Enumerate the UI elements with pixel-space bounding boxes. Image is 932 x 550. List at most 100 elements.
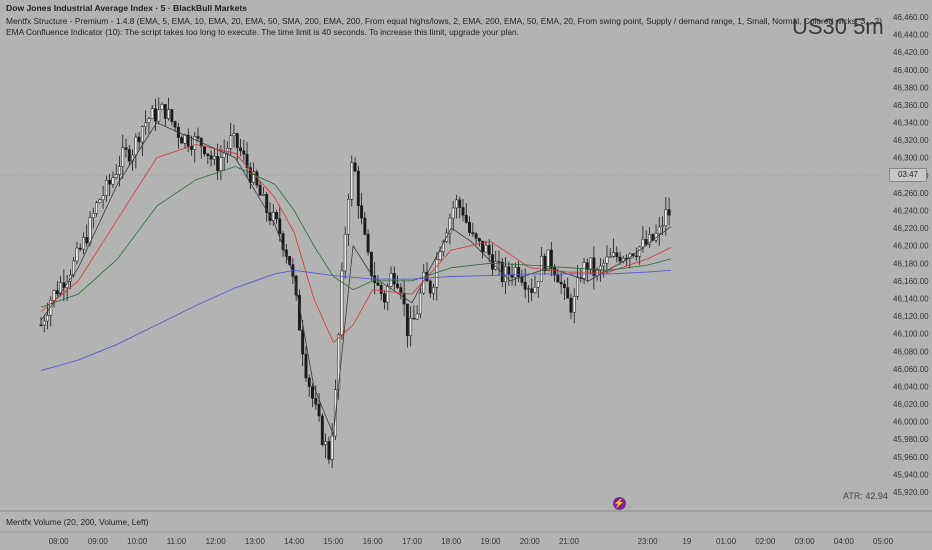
current-price-badge: 03:47: [889, 168, 927, 182]
candle-body: [167, 109, 171, 119]
x-tick-label: 01:00: [716, 537, 737, 546]
candle-body: [55, 290, 59, 295]
candle-body: [75, 247, 79, 262]
time-axis[interactable]: 08:00 09:00 10:00 11:00 12:00 13:00 14:00 15:00…: [49, 537, 894, 546]
y-tick-label: 45,960.00: [893, 453, 929, 462]
candle-body: [589, 257, 593, 270]
candle-body: [239, 147, 242, 152]
candle-body: [428, 280, 432, 294]
y-tick-label: 46,300.00: [893, 154, 929, 163]
candle-body: [219, 157, 223, 171]
candle-body: [170, 109, 174, 122]
candle-body: [474, 233, 478, 239]
candle-body: [356, 170, 360, 206]
candle-body: [124, 147, 128, 150]
ma-line-2: [40, 144, 672, 343]
candle-body: [641, 239, 645, 248]
candle-body: [183, 134, 187, 144]
candle-body: [536, 281, 540, 288]
x-tick-label: 02:00: [755, 537, 776, 546]
candle-body: [278, 218, 282, 234]
candle-body: [419, 292, 422, 315]
candle-body: [451, 207, 455, 219]
candle-body: [154, 108, 157, 122]
candle-body: [311, 386, 314, 399]
candle-body: [435, 259, 439, 288]
candle-body: [569, 297, 573, 313]
y-tick-label: 45,980.00: [893, 435, 929, 444]
y-tick-label: 46,440.00: [893, 31, 929, 40]
moving-averages: [40, 122, 672, 436]
candle-body: [301, 329, 305, 355]
candle-body: [261, 194, 265, 196]
x-tick-label: 13:00: [245, 537, 266, 546]
y-tick-label: 46,400.00: [893, 66, 929, 75]
candle-body: [104, 179, 108, 196]
candle-body: [526, 288, 530, 290]
candle-body: [186, 134, 190, 147]
candle-body: [582, 262, 586, 279]
candle-body: [399, 287, 403, 294]
candle-body: [353, 162, 357, 172]
candle-body: [78, 247, 82, 250]
candle-body: [88, 217, 92, 244]
candle-body: [134, 136, 138, 156]
candle-body: [118, 166, 121, 175]
candle-body: [664, 209, 668, 226]
candle-body: [320, 415, 324, 445]
candle-body: [615, 252, 619, 258]
candle-body: [304, 353, 308, 379]
candle-body: [602, 262, 606, 267]
candle-body: [634, 255, 638, 257]
candle-body: [324, 441, 328, 445]
candle-body: [432, 287, 436, 294]
x-tick-label: 10:00: [127, 537, 148, 546]
ma-line-3: [40, 166, 672, 308]
candle-body: [386, 285, 390, 303]
indicator-legend-structure[interactable]: Mentfx Structure - Premium - 1.4.8 (EMA,…: [6, 16, 882, 26]
candle-body: [157, 109, 161, 122]
candle-body: [225, 148, 229, 154]
y-tick-label: 46,100.00: [893, 330, 929, 339]
x-tick-label: 08:00: [49, 537, 70, 546]
candle-body: [523, 281, 527, 290]
candle-body: [144, 122, 148, 127]
candle-body: [363, 217, 367, 235]
y-tick-label: 45,920.00: [893, 488, 929, 497]
candle-body: [438, 251, 442, 260]
candle-body: [95, 202, 99, 214]
candle-body: [180, 137, 184, 144]
candle-body: [232, 133, 236, 136]
price-axis[interactable]: 46,460.00 46,440.00 46,420.00 46,400.00 46,3…: [893, 13, 929, 497]
candle-body: [448, 217, 452, 234]
candle-body: [252, 171, 256, 183]
candle-body: [98, 199, 102, 203]
y-tick-label: 46,420.00: [893, 48, 929, 57]
candle-body: [592, 257, 596, 276]
volume-pane-label[interactable]: Mentfx Volume (20, 200, Volume, Left): [6, 517, 149, 527]
candle-body: [477, 238, 481, 242]
candle-body: [376, 282, 380, 286]
indicator-legend-ema-confluence[interactable]: EMA Confluence Indicator (10): The scrip…: [6, 27, 519, 37]
y-tick-label: 46,460.00: [893, 13, 929, 22]
y-tick-label: 46,180.00: [893, 259, 929, 268]
x-tick-label: 09:00: [88, 537, 109, 546]
candle-body: [396, 283, 400, 288]
candle-body: [530, 288, 534, 293]
x-tick-label: 19: [682, 537, 691, 546]
candle-body: [327, 441, 331, 460]
candle-body: [608, 256, 612, 258]
candle-body: [317, 403, 321, 417]
candle-body: [471, 232, 475, 234]
candle-body: [196, 136, 200, 139]
y-tick-label: 46,320.00: [893, 136, 929, 145]
y-tick-label: 46,060.00: [893, 365, 929, 374]
candle-body: [468, 222, 471, 233]
candle-body: [412, 317, 416, 320]
candle-body: [618, 256, 622, 262]
candle-body: [484, 245, 488, 253]
y-tick-label: 46,020.00: [893, 400, 929, 409]
candle-body: [350, 162, 354, 200]
lightning-bolt-icon[interactable]: ⚡: [613, 497, 626, 510]
